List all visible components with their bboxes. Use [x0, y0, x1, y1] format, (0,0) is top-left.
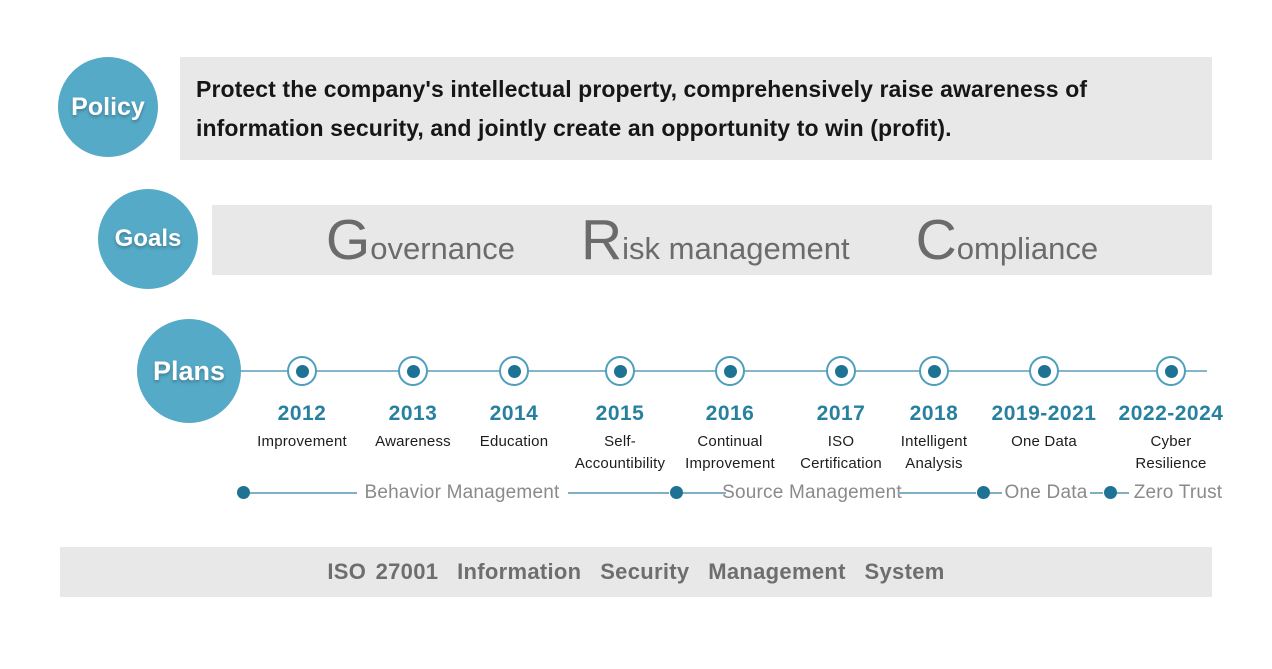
- milestone-label: Awareness: [375, 433, 451, 450]
- goal-item: Governance: [326, 211, 515, 269]
- goal-rest-text: ompliance: [956, 230, 1099, 266]
- timeline-node-marker: [287, 356, 317, 386]
- milestone-year: 2018: [909, 402, 959, 425]
- phase-connector-line: [683, 492, 726, 494]
- goal-initial-letter: R: [581, 207, 623, 272]
- goals-bubble-label: Goals: [114, 225, 182, 252]
- milestone-year: 2012: [277, 402, 327, 425]
- milestone-year: 2015: [595, 402, 645, 425]
- milestone-year: 2022-2024: [1118, 402, 1224, 425]
- timeline-node-marker: [605, 356, 635, 386]
- phase-label: Zero Trust: [1133, 482, 1223, 503]
- milestone-year: 2019-2021: [991, 402, 1097, 425]
- phase-connector-line: [1090, 492, 1103, 494]
- policy-statement-line1: Protect the company's intellectual prope…: [196, 76, 1088, 102]
- timeline-node-dot: [927, 364, 941, 378]
- phase-connector-line: [1117, 492, 1129, 494]
- timeline-node-marker: [398, 356, 428, 386]
- timeline-node-dot: [613, 364, 627, 378]
- phase-dot: [670, 486, 683, 499]
- milestone-label: One Data: [1011, 433, 1077, 450]
- plans-bubble-label: Plans: [152, 355, 226, 386]
- goal-initial-letter: C: [915, 207, 957, 272]
- timeline-node-dot: [507, 364, 521, 378]
- phase-label: Behavior Management: [364, 482, 560, 503]
- goals-bubble: Goals: [98, 189, 198, 289]
- policy-statement-panel: Protect the company's intellectual prope…: [180, 57, 1212, 160]
- timeline-node-dot: [1037, 364, 1051, 378]
- policy-bubble: Policy: [58, 57, 158, 157]
- phase-label: One Data: [1004, 482, 1088, 503]
- goal-rest-text: isk management: [622, 230, 850, 266]
- timeline-node-dot: [834, 364, 848, 378]
- milestone-year: 2014: [489, 402, 539, 425]
- timeline-node-marker: [919, 356, 949, 386]
- plans-bubble: Plans: [137, 319, 241, 423]
- timeline-node-marker: [826, 356, 856, 386]
- milestone-label: ISO Certification: [800, 433, 882, 472]
- timeline-node-dot: [295, 364, 309, 378]
- goals-panel: Governance Risk management Compliance: [212, 205, 1212, 275]
- timeline-node-marker: [1029, 356, 1059, 386]
- timeline-node-marker: [1156, 356, 1186, 386]
- goal-rest-text: overnance: [370, 230, 515, 266]
- phase-dot: [977, 486, 990, 499]
- timeline-node-dot: [1164, 364, 1178, 378]
- milestone-label: Self- Accountibility: [574, 433, 666, 472]
- milestone-label: Cyber Resilience: [1135, 433, 1207, 472]
- phase-connector-line: [568, 492, 669, 494]
- timeline-node-marker: [499, 356, 529, 386]
- goal-item: Compliance: [916, 211, 1099, 269]
- phase-connector-line: [898, 492, 976, 494]
- milestone-year: 2016: [705, 402, 755, 425]
- milestone-label: Continual Improvement: [685, 433, 775, 472]
- phase-connector-line: [990, 492, 1002, 494]
- milestone-label: Education: [479, 433, 549, 450]
- timeline-node-dot: [406, 364, 420, 378]
- phase-connector-line: [250, 492, 357, 494]
- timeline-node-marker: [715, 356, 745, 386]
- milestone-year: 2017: [816, 402, 866, 425]
- phase-label: Source Management: [722, 482, 902, 503]
- footer-banner: ISO 27001 Information Security Managemen…: [60, 547, 1212, 597]
- policy-statement-line2: information security, and jointly create…: [196, 115, 952, 141]
- footer-banner-text: ISO 27001 Information Security Managemen…: [327, 559, 945, 584]
- milestone-year: 2013: [388, 402, 438, 425]
- milestone-label: Intelligent Analysis: [900, 433, 968, 472]
- milestone-label: Improvement: [257, 433, 347, 450]
- phase-dot: [237, 486, 250, 499]
- goal-initial-letter: G: [325, 207, 371, 272]
- phase-dot: [1104, 486, 1117, 499]
- timeline-node-dot: [723, 364, 737, 378]
- goal-item: Risk management: [581, 211, 850, 269]
- policy-bubble-label: Policy: [71, 92, 145, 121]
